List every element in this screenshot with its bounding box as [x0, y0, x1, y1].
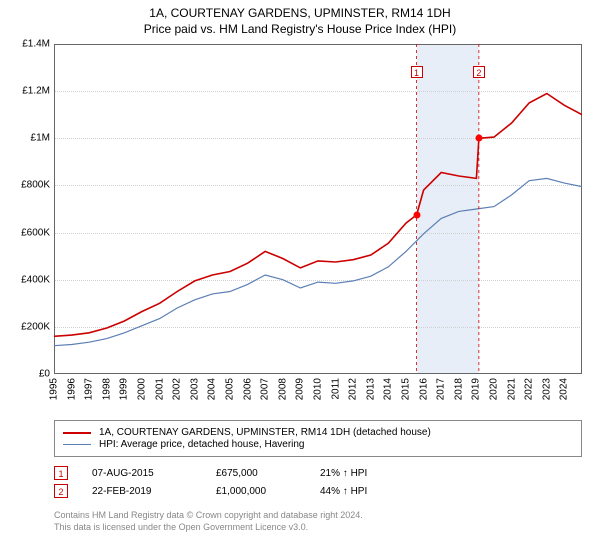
sale-pct: 44% ↑ HPI: [320, 486, 420, 497]
sale-dot: [475, 135, 482, 142]
legend-row: 1A, COURTENAY GARDENS, UPMINSTER, RM14 1…: [63, 427, 573, 438]
chart-container: 1A, COURTENAY GARDENS, UPMINSTER, RM14 1…: [0, 0, 600, 560]
x-tick-label: 1995: [49, 378, 60, 400]
sales-table: 1 07-AUG-2015 £675,000 21% ↑ HPI 2 22-FEB-201…: [54, 462, 420, 502]
x-tick-label: 2022: [524, 378, 535, 400]
x-tick-label: 2001: [154, 378, 165, 400]
x-tick-label: 2016: [418, 378, 429, 400]
line-layer: [54, 44, 582, 374]
sale-marker-box: 1: [411, 66, 423, 78]
x-tick-label: 2021: [506, 378, 517, 400]
sale-marker-box: 2: [473, 66, 485, 78]
x-tick-label: 2024: [559, 378, 570, 400]
series-subject: [54, 94, 582, 337]
x-tick-label: 2002: [172, 378, 183, 400]
x-tick-label: 2023: [541, 378, 552, 400]
x-tick-label: 2012: [348, 378, 359, 400]
sale-row: 2 22-FEB-2019 £1,000,000 44% ↑ HPI: [54, 484, 420, 498]
x-tick-label: 2013: [365, 378, 376, 400]
title-line-2: Price paid vs. HM Land Registry's House …: [0, 22, 600, 36]
x-tick-label: 1998: [101, 378, 112, 400]
x-tick-label: 2005: [225, 378, 236, 400]
sale-number-box: 2: [54, 484, 68, 498]
footnote-line-1: Contains HM Land Registry data © Crown c…: [54, 510, 363, 522]
sale-number-box: 1: [54, 466, 68, 480]
x-tick-label: 2003: [189, 378, 200, 400]
x-tick-label: 2015: [401, 378, 412, 400]
legend-row: HPI: Average price, detached house, Have…: [63, 439, 573, 450]
sale-pct: 21% ↑ HPI: [320, 468, 420, 479]
y-tick-label: £1.4M: [22, 39, 50, 50]
sale-price: £675,000: [216, 468, 296, 479]
y-tick-label: £200K: [21, 321, 50, 332]
x-tick-label: 2009: [295, 378, 306, 400]
x-tick-label: 2007: [260, 378, 271, 400]
x-tick-label: 1997: [84, 378, 95, 400]
x-tick-label: 1996: [66, 378, 77, 400]
x-tick-label: 2017: [436, 378, 447, 400]
y-tick-label: £800K: [21, 180, 50, 191]
x-tick-label: 2011: [330, 378, 341, 400]
x-tick-label: 2018: [453, 378, 464, 400]
sale-row: 1 07-AUG-2015 £675,000 21% ↑ HPI: [54, 466, 420, 480]
sale-date: 07-AUG-2015: [92, 468, 192, 479]
footnote-line-2: This data is licensed under the Open Gov…: [54, 522, 363, 534]
title-line-1: 1A, COURTENAY GARDENS, UPMINSTER, RM14 1…: [0, 6, 600, 20]
x-tick-label: 1999: [119, 378, 130, 400]
series-hpi: [54, 178, 582, 345]
footnote: Contains HM Land Registry data © Crown c…: [54, 510, 363, 533]
sale-date: 22-FEB-2019: [92, 486, 192, 497]
legend: 1A, COURTENAY GARDENS, UPMINSTER, RM14 1…: [54, 420, 582, 457]
x-tick-label: 2006: [242, 378, 253, 400]
x-tick-label: 2019: [471, 378, 482, 400]
x-tick-label: 2004: [207, 378, 218, 400]
legend-label: 1A, COURTENAY GARDENS, UPMINSTER, RM14 1…: [99, 427, 431, 438]
legend-swatch: [63, 444, 91, 445]
y-tick-label: £1.2M: [22, 86, 50, 97]
title-block: 1A, COURTENAY GARDENS, UPMINSTER, RM14 1…: [0, 0, 600, 36]
sale-price: £1,000,000: [216, 486, 296, 497]
legend-swatch: [63, 432, 91, 434]
y-tick-label: £1M: [31, 133, 50, 144]
x-tick-label: 2020: [489, 378, 500, 400]
y-tick-label: £600K: [21, 227, 50, 238]
chart-area: £0£200K£400K£600K£800K£1M£1.2M£1.4M19951…: [54, 44, 582, 374]
legend-label: HPI: Average price, detached house, Have…: [99, 439, 305, 450]
x-tick-label: 2000: [137, 378, 148, 400]
y-tick-label: £400K: [21, 274, 50, 285]
sale-dot: [413, 211, 420, 218]
x-tick-label: 2008: [277, 378, 288, 400]
x-tick-label: 2010: [313, 378, 324, 400]
x-tick-label: 2014: [383, 378, 394, 400]
